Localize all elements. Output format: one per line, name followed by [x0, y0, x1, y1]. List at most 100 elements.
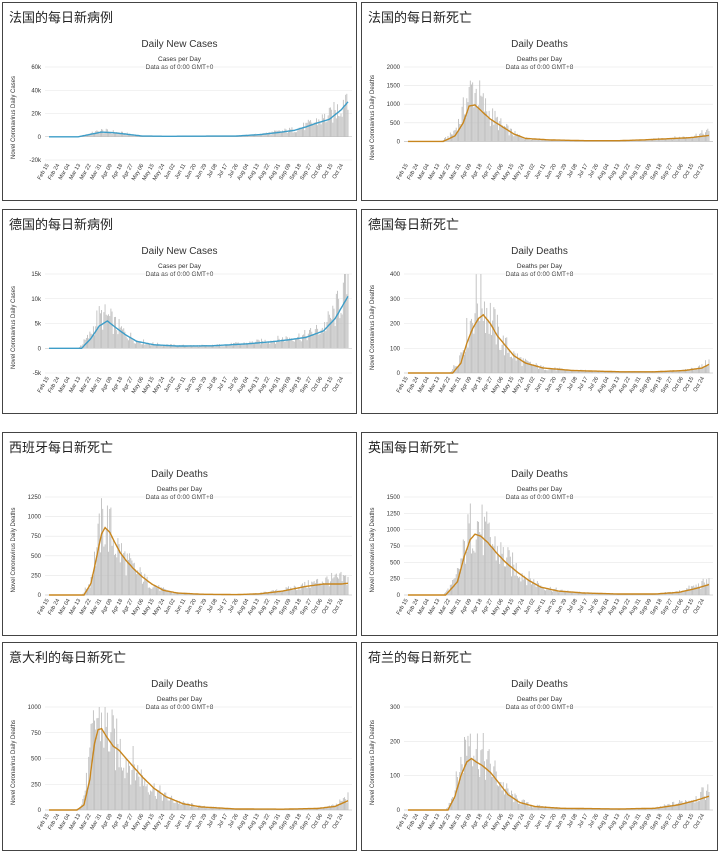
bar-mark — [338, 804, 340, 810]
bar-mark — [136, 772, 138, 810]
bar-mark — [99, 131, 101, 137]
bar-mark — [83, 339, 85, 349]
bar-mark — [110, 507, 112, 595]
bar-mark — [695, 368, 697, 373]
bar-mark — [445, 137, 447, 142]
bar-mark — [145, 786, 147, 810]
bar-mark — [279, 131, 281, 137]
bar-mark — [556, 590, 558, 595]
bar-mark — [285, 129, 287, 137]
bar-mark — [341, 116, 343, 137]
bar-mark — [636, 809, 638, 810]
bar-mark — [305, 587, 307, 595]
bar-mark — [296, 339, 298, 349]
bar-mark — [483, 516, 485, 595]
bar-mark — [126, 553, 128, 595]
bar-mark — [552, 807, 554, 810]
bar-mark — [539, 587, 541, 595]
bar-mark — [489, 126, 491, 142]
bar-mark — [706, 366, 708, 373]
bar-mark — [326, 321, 328, 349]
bar-mark — [599, 372, 601, 373]
bar-mark — [226, 808, 227, 810]
bar-mark — [707, 365, 709, 373]
bar-mark — [518, 577, 519, 595]
bar-mark — [454, 790, 456, 810]
bar-mark — [87, 588, 88, 595]
bar-mark — [255, 341, 257, 349]
bar-mark — [503, 125, 505, 142]
bar-mark — [513, 136, 515, 142]
bar-mark — [299, 589, 301, 595]
bar-mark — [91, 574, 93, 595]
bar-mark — [482, 320, 484, 373]
bar-mark — [674, 592, 676, 595]
bar-mark — [317, 328, 319, 349]
bar-mark — [692, 801, 693, 810]
bar-mark — [112, 130, 114, 137]
bar-mark — [102, 329, 104, 349]
bar-mark — [109, 508, 111, 595]
bar-mark — [113, 133, 115, 137]
bar-mark — [252, 343, 254, 349]
bar-mark — [508, 350, 510, 373]
bar-mark — [526, 802, 528, 810]
bar-mark — [526, 360, 528, 373]
bar-mark — [159, 345, 161, 349]
bar-mark — [567, 369, 569, 373]
bar-mark — [248, 344, 250, 349]
bar-mark — [687, 369, 689, 373]
y-axis-label: Novel Coronavirus Daily Deaths — [370, 507, 376, 592]
bar-mark — [569, 592, 571, 595]
y-tick-label: 0 — [397, 139, 401, 145]
bar-mark — [483, 761, 485, 810]
bar-mark — [549, 368, 551, 373]
y-axis-label: Novel Coronavirus Daily Deaths — [370, 720, 376, 805]
bar-mark — [337, 577, 338, 595]
bar-mark — [468, 523, 470, 595]
bar-mark — [540, 585, 542, 595]
y-tick-label: 250 — [390, 577, 401, 583]
chart-panel-uk-deaths: 英国每日新死亡 Daily Deaths Deaths per Day Data a… — [361, 432, 718, 636]
bar-mark — [459, 123, 461, 142]
bar-mark — [519, 803, 521, 810]
bar-mark — [103, 747, 105, 810]
bar-mark — [203, 805, 205, 810]
y-tick-label: 250 — [31, 573, 42, 579]
bar-mark — [583, 371, 585, 373]
bar-mark — [129, 553, 131, 595]
bar-mark — [335, 118, 337, 137]
bar-mark — [634, 808, 636, 810]
bar-mark — [115, 132, 117, 137]
bar-mark — [585, 592, 586, 595]
bar-mark — [167, 591, 169, 595]
bar-mark — [309, 329, 310, 349]
bar-mark — [202, 344, 204, 349]
bar-mark — [166, 590, 168, 595]
bar-mark — [299, 340, 301, 349]
bar-mark — [137, 135, 139, 137]
bar-mark — [285, 587, 287, 595]
bar-mark — [495, 771, 497, 810]
bar-mark — [143, 785, 145, 810]
bar-mark — [157, 790, 159, 810]
bar-mark — [646, 809, 648, 810]
bar-mark — [334, 806, 336, 810]
bar-mark — [166, 344, 168, 349]
bar-mark — [292, 132, 294, 137]
bar-mark — [163, 794, 164, 810]
bar-mark — [330, 317, 331, 349]
bar-mark — [297, 336, 299, 349]
bar-mark — [666, 371, 668, 373]
bar-mark — [117, 743, 119, 810]
bar-mark — [500, 542, 502, 595]
bar-mark — [673, 592, 675, 595]
bar-mark — [561, 589, 563, 595]
bar-mark — [551, 590, 552, 595]
chart-title: Daily Deaths — [511, 246, 568, 257]
bar-mark — [513, 802, 515, 810]
bar-mark — [117, 334, 119, 349]
bar-mark — [686, 370, 688, 373]
bar-mark — [552, 591, 554, 595]
bar-mark — [580, 592, 582, 595]
